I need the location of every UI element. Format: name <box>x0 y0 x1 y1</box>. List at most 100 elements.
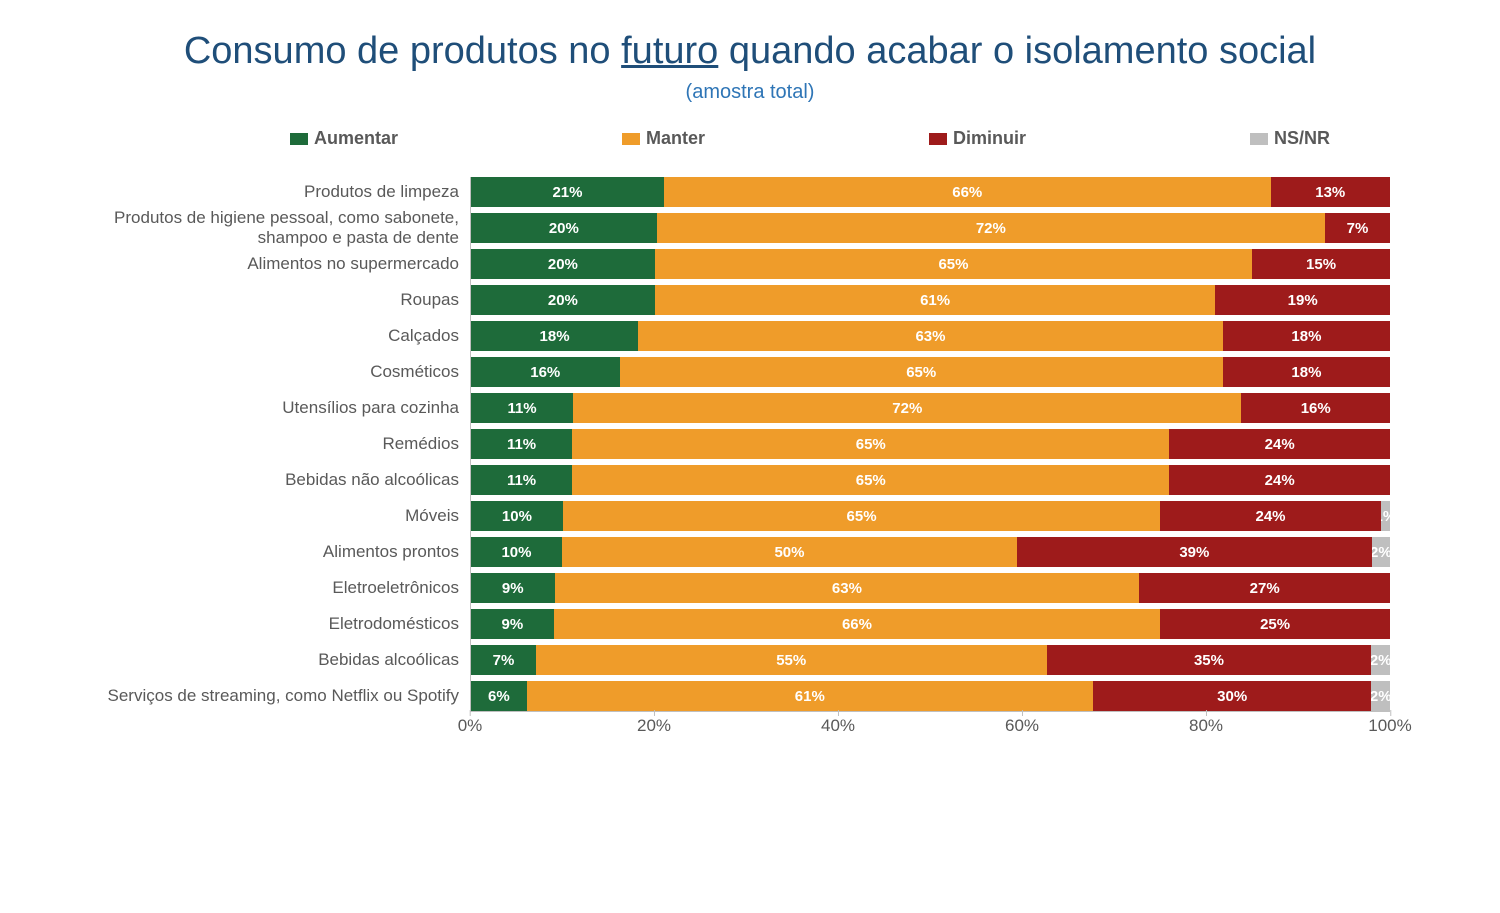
bar-segment-manter: 61% <box>655 285 1216 315</box>
bar-segment-diminuir: 7% <box>1325 213 1390 243</box>
bar-row: Calçados18%63%18% <box>471 321 1390 351</box>
legend-swatch-manter <box>622 133 640 145</box>
bar-segment-nsnr: 2% <box>1371 645 1390 675</box>
category-label: Bebidas alcoólicas <box>71 650 471 670</box>
stacked-bar: 6%61%30%2% <box>471 681 1390 711</box>
category-label: Produtos de higiene pessoal, como sabone… <box>71 208 471 247</box>
category-label: Eletroeletrônicos <box>71 578 471 598</box>
stacked-bar: 21%66%13% <box>471 177 1390 207</box>
stacked-bar: 9%63%27% <box>471 573 1390 603</box>
bar-row: Alimentos prontos10%50%39%2% <box>471 537 1390 567</box>
bar-row: Utensílios para cozinha11%72%16% <box>471 393 1390 423</box>
category-label: Utensílios para cozinha <box>71 398 471 418</box>
chart-title: Consumo de produtos no futuro quando aca… <box>50 30 1450 73</box>
x-axis-tick-mark <box>1206 710 1207 716</box>
x-axis-tick: 0% <box>458 716 483 736</box>
bar-segment-manter: 65% <box>655 249 1252 279</box>
bar-segment-diminuir: 24% <box>1160 501 1381 531</box>
category-label: Móveis <box>71 506 471 526</box>
legend-item-diminuir: Diminuir <box>929 128 1026 149</box>
stacked-bar: 11%65%24% <box>471 465 1390 495</box>
bar-segment-diminuir: 18% <box>1223 357 1390 387</box>
bar-segment-manter: 65% <box>572 429 1169 459</box>
x-axis-tick: 80% <box>1189 716 1223 736</box>
bar-row: Bebidas não alcoólicas11%65%24% <box>471 465 1390 495</box>
chart-area: Produtos de limpeza21%66%13%Produtos de … <box>50 177 1450 744</box>
stacked-bar: 9%66%25% <box>471 609 1390 639</box>
bar-row: Serviços de streaming, como Netflix ou S… <box>471 681 1390 711</box>
legend-item-manter: Manter <box>622 128 705 149</box>
bar-segment-manter: 65% <box>572 465 1169 495</box>
bar-segment-aumentar: 21% <box>471 177 664 207</box>
stacked-bar: 11%72%16% <box>471 393 1390 423</box>
bar-row: Roupas20%61%19% <box>471 285 1390 315</box>
bar-segment-manter: 72% <box>573 393 1241 423</box>
legend-item-aumentar: Aumentar <box>290 128 398 149</box>
category-label: Roupas <box>71 290 471 310</box>
title-suffix: quando acabar o isolamento social <box>718 30 1316 72</box>
bar-segment-diminuir: 24% <box>1169 465 1390 495</box>
bar-segment-manter: 63% <box>638 321 1223 351</box>
category-label: Bebidas não alcoólicas <box>71 470 471 490</box>
bar-segment-manter: 66% <box>554 609 1161 639</box>
x-axis-tick-mark <box>1390 710 1391 716</box>
stacked-bar: 10%50%39%2% <box>471 537 1390 567</box>
bar-segment-aumentar: 20% <box>471 213 657 243</box>
bar-row: Bebidas alcoólicas7%55%35%2% <box>471 645 1390 675</box>
legend-label-nsnr: NS/NR <box>1274 128 1330 149</box>
x-axis-tick: 20% <box>637 716 671 736</box>
x-axis-tick: 100% <box>1368 716 1411 736</box>
bar-row: Alimentos no supermercado20%65%15% <box>471 249 1390 279</box>
bar-segment-nsnr: 2% <box>1372 537 1390 567</box>
bar-segment-manter: 65% <box>563 501 1160 531</box>
bar-segment-aumentar: 11% <box>471 465 572 495</box>
stacked-bar: 18%63%18% <box>471 321 1390 351</box>
bar-row: Eletroeletrônicos9%63%27% <box>471 573 1390 603</box>
x-axis-tick-mark <box>654 710 655 716</box>
bar-segment-aumentar: 20% <box>471 285 655 315</box>
stacked-bar: 20%65%15% <box>471 249 1390 279</box>
stacked-bar: 20%72%7% <box>471 213 1390 243</box>
chart-plot: Produtos de limpeza21%66%13%Produtos de … <box>470 177 1390 712</box>
bar-segment-aumentar: 6% <box>471 681 527 711</box>
bar-segment-diminuir: 39% <box>1017 537 1372 567</box>
x-axis-tick-mark <box>470 710 471 716</box>
stacked-bar: 20%61%19% <box>471 285 1390 315</box>
legend-label-aumentar: Aumentar <box>314 128 398 149</box>
legend-item-nsnr: NS/NR <box>1250 128 1330 149</box>
bar-segment-aumentar: 20% <box>471 249 655 279</box>
category-label: Alimentos prontos <box>71 542 471 562</box>
category-label: Cosméticos <box>71 362 471 382</box>
category-label: Alimentos no supermercado <box>71 254 471 274</box>
x-axis: 0%20%40%60%80%100% <box>470 716 1390 744</box>
bar-segment-aumentar: 18% <box>471 321 638 351</box>
bar-segment-aumentar: 11% <box>471 393 573 423</box>
category-label: Eletrodomésticos <box>71 614 471 634</box>
bar-row: Produtos de higiene pessoal, como sabone… <box>471 213 1390 243</box>
bar-segment-nsnr: 2% <box>1371 681 1390 711</box>
bar-segment-diminuir: 19% <box>1215 285 1390 315</box>
bar-segment-manter: 50% <box>562 537 1017 567</box>
stacked-bar: 7%55%35%2% <box>471 645 1390 675</box>
legend-swatch-diminuir <box>929 133 947 145</box>
bar-segment-aumentar: 10% <box>471 537 562 567</box>
bar-segment-manter: 66% <box>664 177 1271 207</box>
x-axis-tick-mark <box>838 710 839 716</box>
bar-segment-diminuir: 35% <box>1047 645 1372 675</box>
category-label: Remédios <box>71 434 471 454</box>
chart-page: Consumo de produtos no futuro quando aca… <box>0 0 1500 913</box>
bar-segment-diminuir: 30% <box>1093 681 1371 711</box>
category-label: Produtos de limpeza <box>71 182 471 202</box>
bar-row: Remédios11%65%24% <box>471 429 1390 459</box>
bar-segment-manter: 55% <box>536 645 1047 675</box>
bar-segment-aumentar: 11% <box>471 429 572 459</box>
bar-row: Cosméticos16%65%18% <box>471 357 1390 387</box>
bar-segment-diminuir: 18% <box>1223 321 1390 351</box>
title-underlined: futuro <box>621 30 718 72</box>
bar-segment-diminuir: 27% <box>1139 573 1390 603</box>
bar-segment-aumentar: 7% <box>471 645 536 675</box>
bar-segment-nsnr: 1% <box>1381 501 1390 531</box>
stacked-bar: 11%65%24% <box>471 429 1390 459</box>
legend-label-manter: Manter <box>646 128 705 149</box>
bar-segment-manter: 63% <box>555 573 1140 603</box>
